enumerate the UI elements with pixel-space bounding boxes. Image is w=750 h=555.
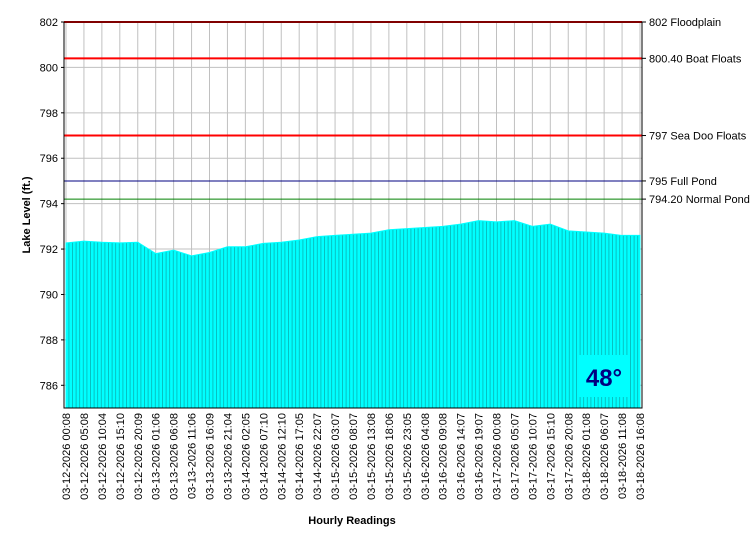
x-tick-label: 03-13-2026 01:06 (151, 413, 163, 500)
area (65, 220, 641, 409)
x-tick-label: 03-13-2026 16:09 (205, 413, 217, 500)
x-tick-label: 03-13-2026 11:06 (187, 413, 199, 499)
x-tick-label: 03-18-2026 11:08 (617, 413, 629, 499)
x-tick-label: 03-12-2026 05:08 (79, 413, 91, 500)
x-tick-label: 03-16-2026 19:07 (474, 413, 486, 500)
y-tick-label: 792 (40, 244, 58, 256)
x-tick-label: 03-12-2026 10:04 (97, 413, 109, 500)
y-tick-label: 798 (40, 108, 58, 120)
x-tick-label: 03-12-2026 20:09 (133, 413, 145, 500)
reference-label: 794.20 Normal Pond (649, 194, 750, 206)
x-tick-label: 03-15-2026 03:07 (330, 413, 342, 500)
y-tick-label: 794 (40, 199, 58, 211)
x-tick-label: 03-15-2026 23:05 (402, 413, 414, 500)
x-tick-label: 03-13-2026 21:04 (222, 413, 234, 500)
reference-label: 802 Floodplain (649, 17, 721, 29)
x-tick-label: 03-18-2026 01:08 (581, 413, 593, 500)
y-tick-label: 788 (40, 335, 58, 347)
reference-label: 797 Sea Doo Floats (649, 131, 747, 143)
x-tick-label: 03-17-2026 20:08 (563, 413, 575, 500)
x-tick-label: 03-17-2026 10:07 (527, 413, 539, 500)
reference-label: 795 Full Pond (649, 176, 717, 188)
x-tick-label: 03-15-2026 13:08 (366, 413, 378, 500)
x-tick-label: 03-14-2026 12:10 (276, 413, 288, 500)
x-tick-label: 03-14-2026 07:10 (258, 413, 270, 500)
x-tick-label: 03-12-2026 00:08 (61, 413, 73, 500)
y-tick-label: 786 (40, 380, 58, 392)
x-tick-label: 03-17-2026 00:08 (492, 413, 504, 500)
x-axis-label: Hourly Readings (308, 515, 395, 527)
x-tick-label: 03-16-2026 14:07 (456, 413, 468, 500)
x-tick-label: 03-14-2026 22:07 (312, 413, 324, 500)
badge-box (578, 355, 630, 397)
x-tick-label: 03-15-2026 18:06 (384, 413, 396, 500)
y-axis-label: Lake Level (ft.) (21, 176, 33, 253)
x-tick-label: 03-18-2026 16:08 (635, 413, 647, 500)
x-tick-label: 03-13-2026 06:08 (169, 413, 181, 500)
y-tick-label: 802 (40, 17, 58, 29)
y-tick-label: 790 (40, 289, 58, 301)
x-tick-label: 03-16-2026 04:08 (420, 413, 432, 500)
x-tick-label: 03-18-2026 06:07 (599, 413, 611, 500)
temperature-badge: 48° (586, 365, 622, 392)
y-tick-label: 796 (40, 153, 58, 165)
y-tick-label: 800 (40, 62, 58, 74)
x-tick-label: 03-16-2026 09:08 (438, 413, 450, 500)
reference-label: 800.40 Boat Floats (649, 53, 742, 65)
x-tick-label: 03-14-2026 17:05 (294, 413, 306, 500)
x-tick-label: 03-15-2026 08:07 (348, 413, 360, 500)
plot-border (63, 21, 643, 409)
x-tick-label: 03-17-2026 15:10 (545, 413, 557, 500)
x-tick-label: 03-12-2026 15:10 (115, 413, 127, 500)
x-tick-label: 03-14-2026 02:05 (240, 413, 252, 500)
x-tick-label: 03-17-2026 05:07 (509, 413, 521, 500)
